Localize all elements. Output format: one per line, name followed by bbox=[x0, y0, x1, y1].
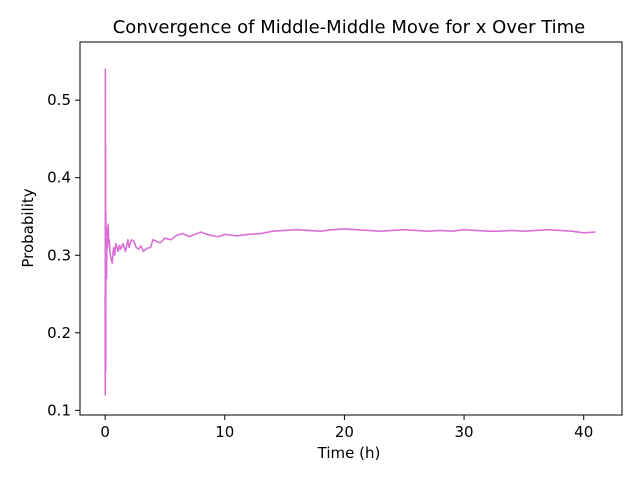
y-tick-label: 0.5 bbox=[47, 91, 71, 109]
y-tick-label: 0.2 bbox=[47, 324, 71, 342]
x-tick-label: 10 bbox=[215, 423, 234, 441]
y-tick-label: 0.4 bbox=[47, 169, 71, 187]
y-axis-label: Probability bbox=[19, 188, 37, 267]
plot-area bbox=[79, 41, 623, 416]
x-tick-label: 40 bbox=[574, 423, 593, 441]
x-axis-label: Time (h) bbox=[317, 444, 381, 462]
x-tick-label: 30 bbox=[455, 423, 474, 441]
x-tick-label: 20 bbox=[335, 423, 354, 441]
x-axis: 0 10 20 30 40 bbox=[100, 415, 593, 441]
series-line-0 bbox=[104, 68, 596, 396]
y-axis: 0.1 0.2 0.3 0.4 0.5 bbox=[47, 91, 80, 419]
y-tick-label: 0.1 bbox=[47, 401, 71, 419]
plot-frame bbox=[79, 41, 623, 416]
y-tick-label: 0.3 bbox=[47, 246, 71, 264]
x-tick-label: 0 bbox=[100, 423, 110, 441]
chart-title: Convergence of Middle-Middle Move for x … bbox=[113, 17, 586, 38]
